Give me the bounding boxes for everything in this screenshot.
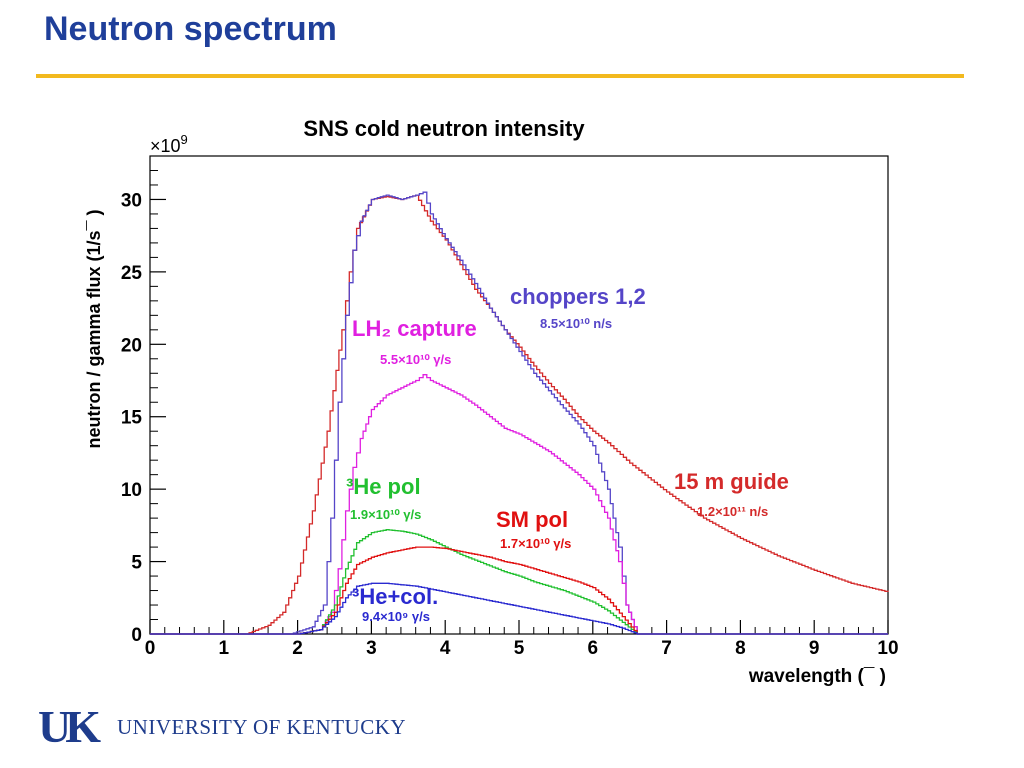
series-line-he_col: [150, 582, 888, 635]
x-tick-label: 8: [735, 638, 746, 659]
spectrum-chart: SNS cold neutron intensity ×109 waveleng…: [84, 116, 899, 687]
label-he-col-rate: 9.4×10⁹ γ/s: [362, 609, 430, 624]
y-axis-label: neutron / gamma flux (1/s¯ ): [84, 210, 104, 449]
label-he-pol-rate: 1.9×10¹⁰ γ/s: [350, 507, 421, 522]
uk-logo-mark: UK: [38, 701, 101, 752]
x-tick-label: 0: [145, 638, 156, 659]
y-tick-label: 10: [121, 480, 142, 501]
axis-ticks: 0 1 2 3 4 5 6 7 8 9 10 0 5 10 15 20 25 30: [121, 169, 899, 659]
label-he-pol: ³He pol 1.9×10¹⁰ γ/s: [346, 474, 421, 522]
label-choppers-name: choppers 1,2: [510, 284, 646, 309]
label-lh2: LH₂ capture 5.5×10¹⁰ γ/s: [352, 316, 477, 367]
series-line-choppers: [150, 191, 888, 635]
plot-frame: [149, 155, 889, 635]
y-exponent-power: 9: [181, 132, 188, 147]
y-tick-label: 0: [131, 625, 142, 646]
label-guide-rate: 1.2×10¹¹ n/s: [697, 504, 768, 519]
y-exponent: ×109: [150, 132, 188, 156]
chart-title: SNS cold neutron intensity: [303, 116, 585, 141]
university-name: UNIVERSITY OF KENTUCKY: [117, 714, 407, 739]
x-tick-label: 6: [588, 638, 599, 659]
y-tick-label: 20: [121, 335, 142, 356]
x-tick-label: 9: [809, 638, 820, 659]
x-tick-label: 2: [292, 638, 303, 659]
x-axis-label: wavelength (¯ ): [748, 666, 886, 687]
x-tick-label: 3: [366, 638, 377, 659]
label-he-pol-name: ³He pol: [346, 474, 421, 499]
y-tick-label: 15: [121, 408, 143, 429]
x-tick-label: 1: [219, 638, 230, 659]
y-tick-label: 25: [121, 263, 143, 284]
series-lines: [150, 191, 889, 635]
label-choppers-rate: 8.5×10¹⁰ n/s: [540, 316, 612, 331]
x-tick-label: 4: [440, 638, 451, 659]
label-sm-pol: SM pol 1.7×10¹⁰ γ/s: [496, 507, 571, 551]
label-sm-pol-rate: 1.7×10¹⁰ γ/s: [500, 536, 571, 551]
y-tick-label: 5: [131, 553, 142, 574]
label-sm-pol-name: SM pol: [496, 507, 568, 532]
y-tick-label: 30: [121, 190, 142, 211]
x-tick-label: 7: [661, 638, 672, 659]
y-exponent-base: ×10: [150, 136, 181, 156]
series-line-lh2: [150, 374, 888, 635]
slide-title: Neutron spectrum: [44, 10, 337, 48]
x-tick-label: 5: [514, 638, 525, 659]
label-lh2-name: LH₂ capture: [352, 316, 477, 341]
title-rule: [36, 74, 964, 78]
label-he-col: ³He+col. 9.4×10⁹ γ/s: [352, 584, 438, 624]
label-guide-name: 15 m guide: [674, 469, 789, 494]
label-he-col-name: ³He+col.: [352, 584, 438, 609]
university-logo: UK UNIVERSITY OF KENTUCKY: [38, 704, 406, 750]
label-choppers: choppers 1,2 8.5×10¹⁰ n/s: [510, 284, 646, 331]
x-tick-label: 10: [877, 638, 898, 659]
label-guide: 15 m guide 1.2×10¹¹ n/s: [674, 469, 789, 519]
label-lh2-rate: 5.5×10¹⁰ γ/s: [380, 352, 451, 367]
series-line-guide: [150, 194, 889, 635]
